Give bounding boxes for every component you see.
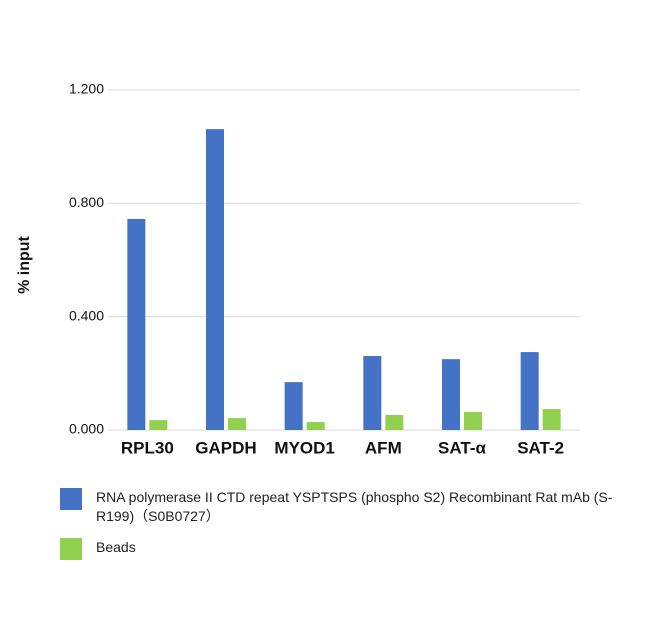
legend-label: RNA polymerase II CTD repeat YSPTSPS (ph… [96, 489, 613, 524]
legend-item: RNA polymerase II CTD repeat YSPTSPS (ph… [60, 488, 640, 526]
bar [363, 356, 382, 430]
bar [149, 420, 168, 430]
y-tick-label: 0.400 [69, 307, 104, 323]
legend-swatch [60, 538, 82, 560]
bar [520, 352, 539, 430]
x-tick-label: GAPDH [195, 438, 256, 457]
bar [228, 418, 246, 430]
bar [385, 414, 404, 430]
bar [464, 411, 482, 430]
bar [127, 218, 146, 430]
y-axis-label: % input [16, 235, 33, 293]
bar [284, 382, 303, 430]
bar [306, 422, 325, 430]
x-tick-label: SAT-α [438, 438, 486, 457]
x-tick-label: AFM [365, 438, 402, 457]
x-tick-label: MYOD1 [274, 438, 334, 457]
y-tick-label: 1.200 [69, 81, 104, 97]
legend-label: Beads [96, 539, 136, 555]
bar [442, 359, 460, 430]
x-tick-label: SAT-2 [517, 438, 564, 457]
legend: RNA polymerase II CTD repeat YSPTSPS (ph… [60, 488, 640, 572]
y-tick-label: 0.800 [69, 194, 104, 210]
legend-item: Beads [60, 538, 640, 560]
bar [542, 409, 561, 430]
x-tick-label: RPL30 [121, 438, 174, 457]
bar [206, 129, 224, 430]
legend-swatch [60, 488, 82, 510]
y-tick-label: 0.000 [69, 421, 104, 437]
chart: % input 0.000 0.400 0.800 1.200 RPL30 GAPDH MY… [16, 81, 580, 457]
